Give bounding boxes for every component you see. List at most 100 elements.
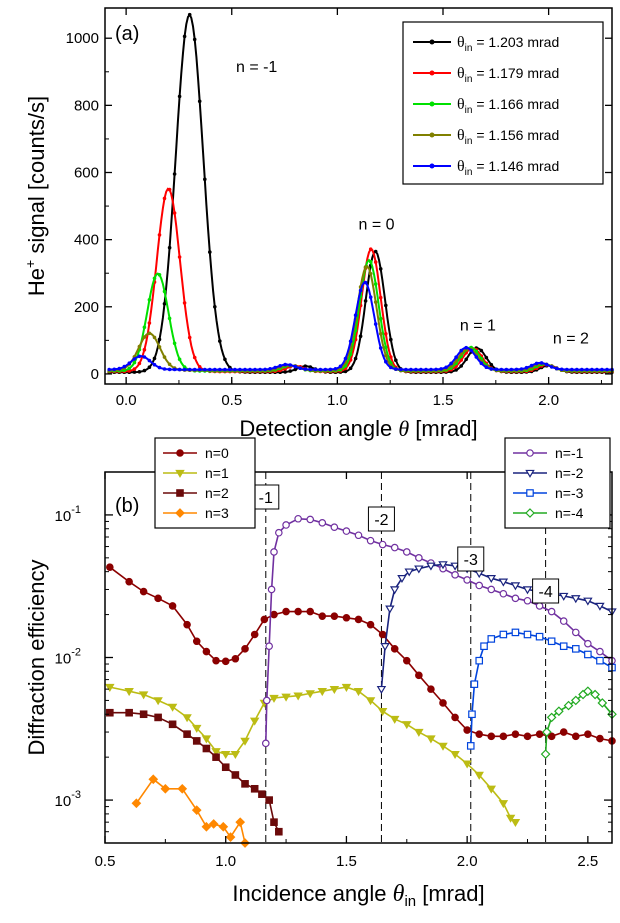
series-point-0 xyxy=(208,250,212,254)
x-tick-label: 1.5 xyxy=(433,392,454,409)
peak-annotation: n = -1 xyxy=(236,59,277,76)
data-point xyxy=(294,607,302,616)
series-point-0 xyxy=(203,177,207,182)
series-point-1 xyxy=(368,247,373,251)
series-point-4 xyxy=(333,367,338,371)
series-point-4 xyxy=(353,313,358,318)
data-point xyxy=(438,742,448,751)
series-point-4 xyxy=(434,367,438,372)
data-point xyxy=(499,630,508,639)
x-tick-label: 0.5 xyxy=(95,853,116,870)
series-point-4 xyxy=(298,366,303,371)
data-point xyxy=(191,805,202,815)
data-point xyxy=(475,730,484,738)
data-point xyxy=(522,586,533,595)
series-point-3 xyxy=(147,331,152,336)
series-point-0 xyxy=(152,356,157,361)
data-point xyxy=(154,713,162,722)
series-point-4 xyxy=(278,364,283,368)
series-point-0 xyxy=(283,370,288,374)
data-point xyxy=(510,582,521,591)
series-point-4 xyxy=(213,367,217,372)
series-point-3 xyxy=(142,335,147,339)
series-point-4 xyxy=(580,367,584,372)
data-point xyxy=(505,814,516,823)
series-point-4 xyxy=(499,367,504,372)
data-point xyxy=(571,732,580,741)
series-point-4 xyxy=(253,367,257,372)
series-point-2 xyxy=(172,341,177,346)
series-point-4 xyxy=(449,361,453,366)
data-point xyxy=(366,536,375,545)
series-point-4 xyxy=(454,355,458,360)
x-axis-label: Incidence angle θin [mrad] xyxy=(232,881,484,910)
data-point xyxy=(402,656,411,665)
series-point-0 xyxy=(192,37,197,42)
threshold-label-box xyxy=(532,578,560,604)
series-point-2 xyxy=(152,276,157,281)
data-point xyxy=(414,728,424,737)
panel-b: -1 -2 -3 -4 0.5 1.0 1.5 2.0 2.5 10-3 10-2 10-1 (b) Di… xyxy=(24,437,617,910)
series-point-4 xyxy=(218,367,222,372)
panel-a: 0.0 0.5 1.0 1.5 2.0 0 200 400 600 800 1000 (a) n = -… xyxy=(22,7,614,441)
series-point-4 xyxy=(293,364,298,369)
data-point xyxy=(511,628,520,637)
data-point xyxy=(105,683,115,692)
series-line-3 xyxy=(109,264,612,372)
data-point xyxy=(262,696,271,705)
series-point-0 xyxy=(157,337,162,342)
data-point xyxy=(138,691,149,700)
series-point-0 xyxy=(378,267,383,271)
legend-swatch-marker xyxy=(525,469,535,478)
series-point-4 xyxy=(338,364,343,369)
data-point xyxy=(240,737,250,746)
data-point xyxy=(402,548,411,556)
series-point-0 xyxy=(223,357,227,362)
y-axis-label: He+ signal [counts/s] xyxy=(22,96,49,296)
data-point xyxy=(378,630,387,639)
data-point xyxy=(470,680,479,688)
series-point-4 xyxy=(484,365,489,370)
series-point-1 xyxy=(162,196,167,201)
data-point xyxy=(317,688,328,697)
data-point xyxy=(540,749,551,759)
series-point-4 xyxy=(303,367,308,371)
peak-annotation: n = 1 xyxy=(460,317,496,334)
series-line-n=3 xyxy=(135,778,246,844)
data-point xyxy=(330,523,339,532)
legend-swatch-marker xyxy=(429,163,435,169)
data-point xyxy=(571,645,580,653)
series-point-1 xyxy=(389,355,393,359)
data-point xyxy=(106,563,114,571)
series-point-4 xyxy=(494,367,499,372)
data-point xyxy=(463,726,471,734)
threshold-label: -1 xyxy=(259,490,273,507)
series-point-0 xyxy=(363,299,368,303)
series-point-1 xyxy=(197,365,202,369)
series-point-4 xyxy=(152,362,157,367)
series-point-4 xyxy=(288,363,293,367)
data-point xyxy=(426,562,436,571)
series-point-4 xyxy=(424,367,428,372)
series-point-0 xyxy=(343,369,348,374)
series-point-4 xyxy=(208,367,212,372)
panel-label: (b) xyxy=(115,495,139,517)
series-point-4 xyxy=(243,367,247,372)
series-point-4 xyxy=(323,367,328,372)
legend-label: n=0 xyxy=(205,445,229,461)
series-point-1 xyxy=(378,295,383,300)
legend-label: n=-2 xyxy=(555,465,584,481)
data-point xyxy=(463,576,471,584)
data-point xyxy=(270,818,278,826)
data-point xyxy=(571,628,580,637)
x-tick-label: 0.5 xyxy=(221,392,242,409)
series-point-4 xyxy=(233,367,237,372)
series-point-3 xyxy=(162,355,167,359)
series-point-4 xyxy=(348,339,353,344)
threshold-label-box xyxy=(457,546,485,572)
series-point-0 xyxy=(172,172,177,176)
series-point-2 xyxy=(127,366,132,371)
series-point-2 xyxy=(162,289,167,294)
data-point xyxy=(523,732,532,741)
data-point xyxy=(212,656,220,665)
